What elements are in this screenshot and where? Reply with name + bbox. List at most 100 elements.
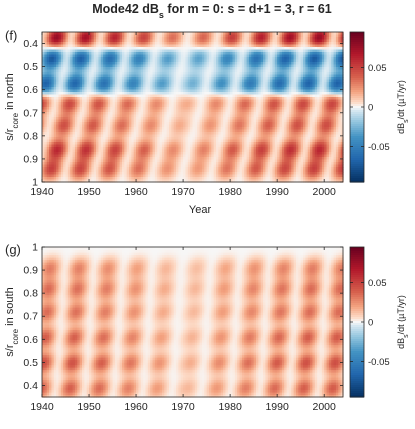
heatmap-cell: [263, 102, 266, 106]
heatmap-cell: [201, 117, 205, 121]
heatmap-cell: [152, 54, 156, 58]
heatmap-cell: [321, 64, 325, 68]
heatmap-cell: [161, 109, 165, 113]
heatmap-cell: [51, 99, 55, 103]
heatmap-cell: [96, 67, 100, 71]
heatmap-cell: [199, 72, 203, 76]
heatmap-cell: [187, 114, 191, 118]
heatmap-cell: [154, 49, 158, 53]
heatmap-cell: [81, 69, 85, 73]
heatmap-cell: [119, 112, 123, 116]
heatmap-cell: [248, 37, 252, 41]
heatmap-cell: [53, 54, 57, 58]
heatmap-cell: [126, 97, 130, 101]
heatmap-cell: [150, 64, 154, 68]
heatmap-cell: [81, 37, 85, 41]
heatmap-cell: [126, 72, 130, 76]
heatmap-cell: [326, 89, 330, 93]
heatmap-cell: [230, 62, 234, 66]
heatmap-cell: [227, 89, 231, 93]
heatmap-cell: [192, 39, 196, 43]
heatmap-cell: [84, 77, 88, 81]
heatmap-cell: [253, 52, 257, 56]
heatmap-cell: [321, 37, 325, 41]
heatmap-cell: [204, 42, 208, 46]
heatmap-cell: [140, 89, 144, 93]
heatmap-cell: [173, 107, 177, 111]
heatmap-cell: [93, 112, 97, 116]
heatmap-cell: [152, 74, 156, 78]
heatmap-cell: [272, 79, 276, 83]
heatmap-cell: [300, 87, 304, 91]
heatmap-cell: [93, 72, 97, 76]
heatmap-cell: [168, 72, 172, 76]
heatmap-cell: [129, 34, 132, 38]
heatmap-cell: [166, 69, 170, 73]
heatmap-cell: [286, 67, 290, 71]
heatmap-cell: [265, 114, 269, 118]
heatmap-cell: [131, 92, 135, 96]
heatmap-cell: [190, 79, 194, 83]
heatmap-cell: [180, 74, 184, 78]
heatmap-cell: [340, 62, 344, 66]
heatmap-cell: [206, 77, 210, 81]
heatmap-cell: [232, 44, 236, 48]
heatmap-cell: [317, 122, 321, 126]
heatmap-cell: [220, 47, 224, 51]
heatmap-cell: [117, 94, 121, 98]
heatmap-cell: [324, 99, 328, 103]
heatmap-cell: [194, 114, 198, 118]
heatmap-cell: [112, 114, 116, 118]
heatmap-cell: [84, 37, 88, 41]
heatmap-cell: [190, 72, 194, 76]
heatmap-cell: [310, 122, 314, 126]
heatmap-cell: [335, 54, 339, 58]
heatmap-cell: [218, 92, 222, 96]
heatmap-cell: [168, 44, 172, 48]
heatmap-cell: [133, 127, 137, 131]
heatmap-cell: [239, 32, 243, 36]
heatmap-cell: [103, 59, 107, 63]
heatmap-cell: [265, 77, 269, 81]
heatmap-cell: [157, 97, 161, 101]
heatmap-cell: [298, 74, 302, 78]
heatmap-cell: [190, 32, 194, 36]
heatmap-cell: [216, 74, 219, 78]
heatmap-cell: [126, 122, 130, 126]
heatmap-cell: [72, 54, 76, 58]
heatmap-cell: [218, 127, 222, 131]
heatmap-cell: [183, 79, 187, 83]
heatmap-cell: [230, 57, 234, 61]
heatmap-cell: [51, 62, 55, 66]
heatmap-cell: [187, 74, 191, 78]
heatmap-cell: [286, 37, 290, 41]
heatmap-cell: [105, 57, 109, 61]
heatmap-cell: [131, 32, 135, 36]
heatmap-cell: [143, 44, 147, 48]
heatmap-cell: [213, 72, 217, 76]
heatmap-cell: [230, 92, 234, 96]
heatmap-cell: [310, 44, 314, 48]
heatmap-cell: [340, 122, 344, 126]
heatmap-cell: [176, 54, 179, 58]
heatmap-cell: [281, 69, 285, 73]
heatmap-cell: [81, 92, 85, 96]
heatmap-cell: [114, 67, 118, 71]
heatmap-cell: [324, 79, 328, 83]
heatmap-cell: [63, 49, 67, 53]
heatmap-cell: [331, 64, 335, 68]
heatmap-cell: [197, 64, 201, 68]
heatmap-cell: [338, 57, 342, 61]
heatmap-cell: [216, 69, 219, 73]
heatmap-cell: [326, 99, 330, 103]
heatmap-cell: [321, 87, 325, 91]
heatmap-cell: [60, 64, 64, 68]
heatmap-cell: [173, 97, 177, 101]
heatmap-cell: [272, 54, 276, 58]
heatmap-cell: [166, 102, 170, 106]
heatmap-cell: [286, 59, 290, 63]
heatmap-cell: [244, 104, 248, 108]
heatmap-cell: [274, 104, 278, 108]
heatmap-cell: [126, 44, 130, 48]
heatmap-cell: [187, 97, 191, 101]
